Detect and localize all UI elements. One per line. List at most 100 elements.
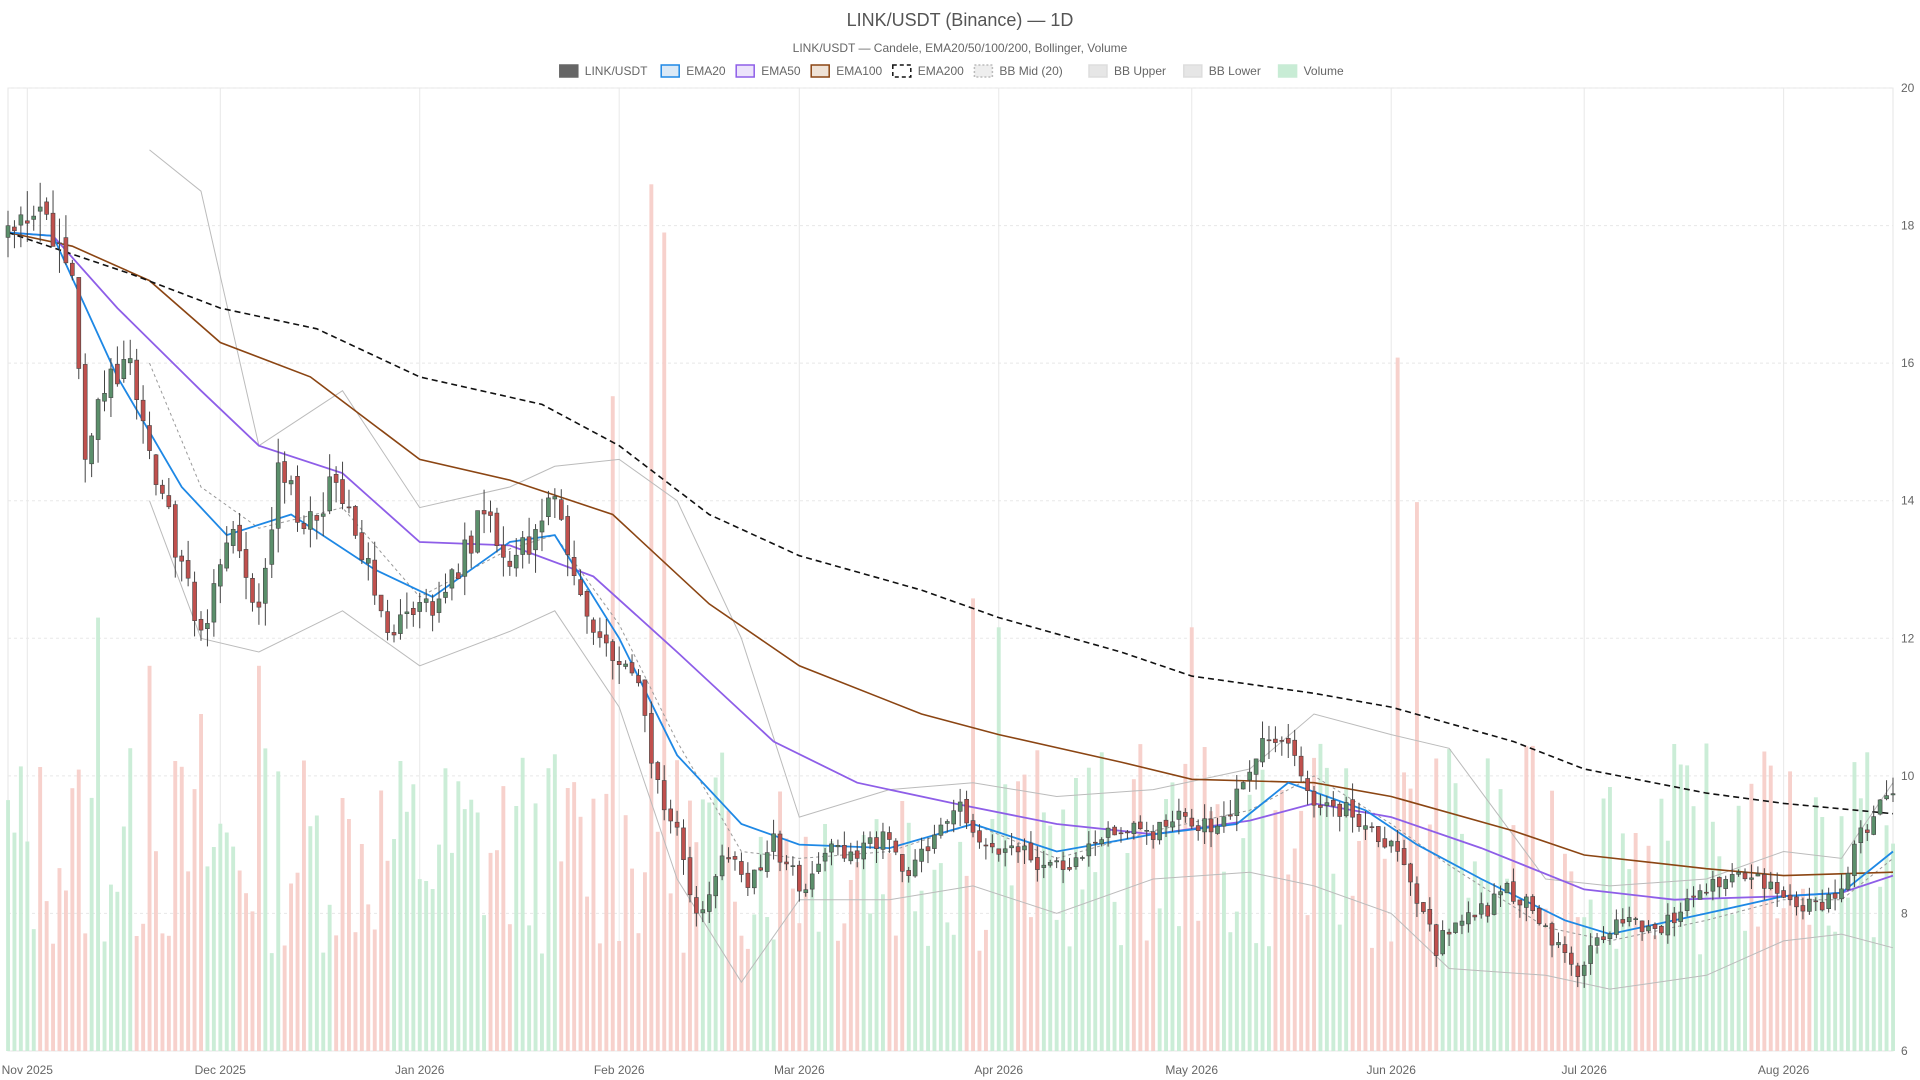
y-tick-label: 16 bbox=[1901, 356, 1915, 370]
candle bbox=[192, 581, 197, 621]
volume-bar bbox=[462, 809, 467, 1051]
volume-bar bbox=[1112, 901, 1117, 1051]
volume-bar bbox=[540, 953, 544, 1051]
candle bbox=[443, 591, 448, 598]
candle bbox=[758, 867, 764, 871]
volume-bar bbox=[1209, 811, 1213, 1051]
legend[interactable]: LINK/USDT EMA20 EMA50 EMA100 EMA200 BB Mid (2… bbox=[559, 64, 1344, 78]
candle bbox=[1813, 900, 1819, 903]
volume-bar bbox=[1144, 940, 1149, 1051]
volume-bar bbox=[1157, 908, 1162, 1051]
candle bbox=[1144, 829, 1149, 832]
candle bbox=[893, 840, 899, 853]
volume-bar bbox=[533, 803, 538, 1051]
volume-bar bbox=[1035, 750, 1040, 1051]
candle bbox=[423, 598, 429, 603]
candle bbox=[1163, 819, 1169, 827]
volume-bar bbox=[630, 868, 634, 1051]
legend-item[interactable]: LINK/USDT bbox=[559, 64, 648, 78]
volume-bar bbox=[1447, 749, 1452, 1051]
candle bbox=[854, 850, 860, 859]
volume-bar bbox=[1093, 872, 1098, 1051]
candle bbox=[1729, 874, 1735, 883]
candle bbox=[964, 798, 969, 824]
volume-bar bbox=[829, 841, 834, 1051]
volume-bar bbox=[18, 766, 23, 1051]
volume-bar bbox=[733, 901, 737, 1051]
volume-bar bbox=[1807, 924, 1812, 1051]
x-tick-label: Jul 2026 bbox=[1562, 1063, 1608, 1077]
volume-bar bbox=[1131, 779, 1136, 1051]
candle bbox=[237, 524, 242, 552]
volume-bar bbox=[688, 800, 692, 1051]
candle bbox=[1035, 857, 1040, 870]
volume-bar bbox=[1408, 788, 1413, 1051]
volume-bar bbox=[430, 889, 435, 1051]
volume-bar bbox=[321, 952, 326, 1051]
volume-bar bbox=[1768, 765, 1773, 1051]
candle bbox=[410, 607, 416, 615]
volume-bar bbox=[456, 781, 461, 1051]
volume-bar bbox=[495, 850, 499, 1051]
volume-bar bbox=[527, 925, 532, 1051]
volume-bar bbox=[855, 862, 860, 1051]
candle bbox=[1890, 793, 1896, 796]
legend-item[interactable]: BB Mid (20) bbox=[973, 64, 1063, 78]
legend-label: BB Lower bbox=[1209, 64, 1261, 78]
candle bbox=[308, 511, 313, 530]
volume-bar bbox=[1871, 937, 1876, 1051]
volume-bar bbox=[475, 812, 480, 1051]
volume-bar bbox=[1813, 797, 1818, 1051]
volume-bar bbox=[1170, 782, 1175, 1051]
candle bbox=[224, 542, 229, 569]
candle-layer bbox=[5, 182, 1896, 988]
volume-bar bbox=[803, 836, 808, 1051]
candle bbox=[372, 559, 378, 596]
volume-bar bbox=[1749, 783, 1754, 1051]
volume-bar bbox=[1884, 825, 1889, 1051]
candle bbox=[603, 634, 609, 644]
candle bbox=[1877, 799, 1883, 815]
candle bbox=[713, 876, 719, 897]
candle bbox=[243, 549, 249, 578]
volume-bar bbox=[218, 823, 223, 1051]
legend-item[interactable]: EMA20 bbox=[660, 64, 726, 78]
volume-bar bbox=[1601, 798, 1606, 1051]
candle bbox=[1356, 813, 1362, 827]
volume-bar bbox=[848, 880, 853, 1051]
volume-bar bbox=[1511, 825, 1516, 1051]
legend-item[interactable]: Volume bbox=[1277, 64, 1344, 78]
volume-bar bbox=[887, 853, 892, 1051]
volume-bar bbox=[861, 835, 866, 1051]
candle bbox=[108, 368, 114, 398]
candle bbox=[1112, 826, 1117, 836]
candle bbox=[1446, 931, 1452, 935]
legend-item[interactable]: EMA50 bbox=[735, 64, 801, 78]
volume-bar bbox=[720, 752, 725, 1051]
legend-item[interactable]: EMA100 bbox=[810, 64, 883, 78]
legend-item[interactable]: BB Lower bbox=[1183, 64, 1261, 78]
volume-bar bbox=[372, 929, 377, 1051]
candle bbox=[1762, 874, 1767, 889]
volume-bar bbox=[1820, 817, 1825, 1051]
volume-bar bbox=[1241, 838, 1246, 1051]
candle bbox=[1118, 832, 1124, 835]
volume-bar bbox=[1756, 926, 1760, 1051]
volume-bar bbox=[507, 924, 512, 1051]
candle bbox=[1395, 841, 1400, 852]
volume-bar bbox=[469, 799, 474, 1051]
candle bbox=[256, 601, 262, 608]
candle bbox=[848, 851, 854, 862]
candle bbox=[82, 364, 88, 460]
volume-bar bbox=[623, 815, 628, 1051]
volume-bar bbox=[1710, 821, 1715, 1051]
candle bbox=[1504, 882, 1510, 894]
volume-bar bbox=[900, 801, 905, 1051]
legend-item[interactable]: EMA200 bbox=[892, 64, 964, 78]
candle bbox=[1202, 818, 1207, 833]
legend-item[interactable]: BB Upper bbox=[1088, 64, 1166, 78]
candle bbox=[610, 641, 616, 661]
candle bbox=[1459, 920, 1465, 926]
candle bbox=[1781, 890, 1786, 898]
